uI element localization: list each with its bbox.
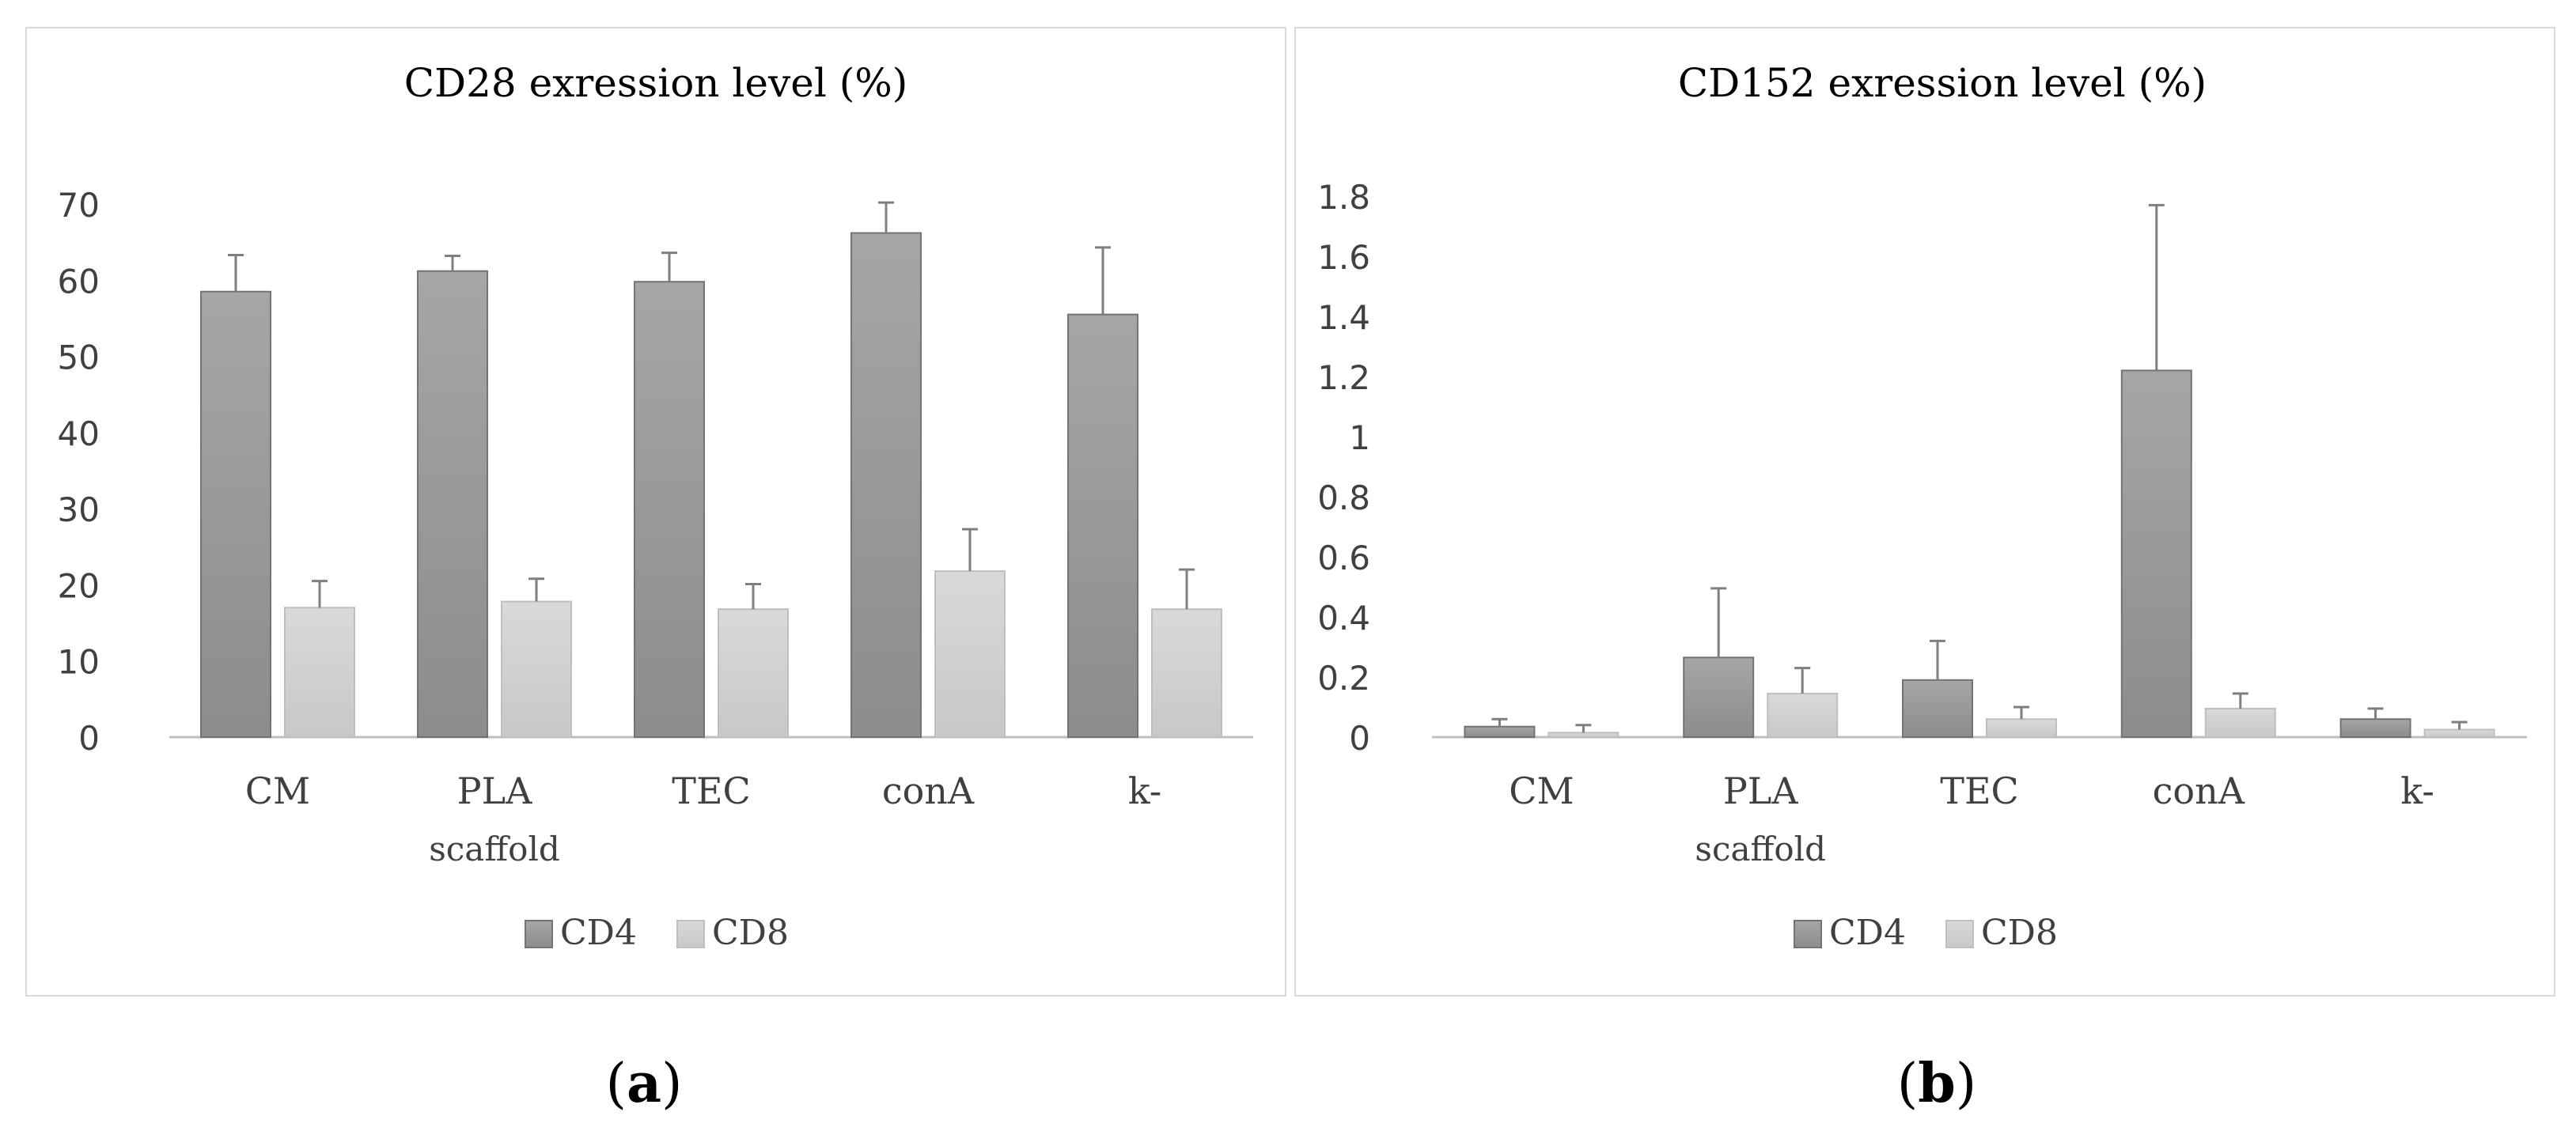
y-tick-label: 1.2 <box>1317 358 1370 397</box>
y-tick-label: 50 <box>58 339 100 377</box>
caption-letter: a <box>626 1052 662 1115</box>
y-tick-label: 1.8 <box>1317 178 1370 217</box>
category-label: k- <box>2400 770 2434 812</box>
category-label: conA <box>882 770 975 812</box>
legend-label-cd4: CD4 <box>1829 913 1906 953</box>
bar-cd4-2 <box>1902 679 1973 738</box>
chart-title: CD152 exression level (%) <box>1678 60 2207 106</box>
bar-cd8-1 <box>501 600 572 739</box>
panel-caption-a: (a) <box>565 1052 723 1115</box>
y-tick-label: 0.8 <box>1317 478 1370 517</box>
legend-swatch-cd4 <box>1794 920 1822 948</box>
legend-swatch-cd4 <box>525 920 553 948</box>
bar-cd4-3 <box>2120 369 2192 738</box>
chart-panel-a: CD28 exression level (%) 0 10 20 30 40 50 60 70 C… <box>25 27 1286 997</box>
category-label: TEC <box>672 770 750 812</box>
bar-cd4-1 <box>1683 656 1755 738</box>
caption-close-paren: ) <box>661 1053 683 1115</box>
caption-open-paren: ( <box>1896 1053 1919 1115</box>
category-label: conA <box>2153 770 2245 812</box>
y-tick-label: 0.2 <box>1317 659 1370 698</box>
y-tick-label: 1.6 <box>1317 238 1370 277</box>
bar-cd4-1 <box>417 270 488 738</box>
legend-label-cd4: CD4 <box>560 913 637 953</box>
caption-close-paren: ) <box>1955 1053 1977 1115</box>
legend-label-cd8: CD8 <box>712 913 789 953</box>
caption-open-paren: ( <box>605 1053 627 1115</box>
category-label: PLA <box>1723 770 1798 812</box>
bar-cd8-4 <box>2423 728 2495 738</box>
y-tick-label: 1 <box>1349 418 1370 457</box>
cd28-chart: CD28 exression level (%) 0 10 20 30 40 50 60 70 C… <box>58 60 1253 953</box>
y-tick-label: 20 <box>58 566 100 605</box>
y-tick-label: 0 <box>1349 719 1370 758</box>
category-label: scaffold <box>1695 830 1826 868</box>
bar-cd4-3 <box>850 232 922 738</box>
category-label: CM <box>1509 770 1574 812</box>
bar-cd4-4 <box>1067 313 1138 739</box>
bar-cd8-2 <box>718 608 789 738</box>
bar-cd8-3 <box>934 570 1006 739</box>
bar-cd8-4 <box>1151 608 1222 738</box>
bar-cd8-3 <box>2204 707 2276 739</box>
y-tick-label: 10 <box>58 643 100 682</box>
category-label: k- <box>1128 770 1162 812</box>
category-label: scaffold <box>429 830 560 868</box>
bar-cd4-0 <box>200 290 271 738</box>
y-tick-label: 60 <box>58 262 100 301</box>
y-tick-label: 0.4 <box>1317 599 1370 637</box>
bar-cd4-4 <box>2339 718 2411 739</box>
panel-caption-b: (b) <box>1858 1052 2016 1115</box>
y-tick-label: 70 <box>58 186 100 225</box>
y-tick-label: 0 <box>78 719 100 758</box>
bar-cd8-0 <box>1547 732 1619 738</box>
y-tick-label: 30 <box>58 490 100 529</box>
chart-panel-b: CD152 exression level (%) 0 0.2 0.4 0.6 0.8 1 1… <box>1294 27 2555 997</box>
category-label: PLA <box>457 770 532 812</box>
legend-swatch-cd8 <box>676 920 705 948</box>
y-tick-label: 0.6 <box>1317 539 1370 577</box>
y-tick-label: 40 <box>58 414 100 453</box>
bar-cd8-0 <box>284 607 355 738</box>
category-label: TEC <box>1940 770 2018 812</box>
legend-swatch-cd8 <box>1945 920 1974 948</box>
bar-cd8-2 <box>1986 718 2057 739</box>
bar-cd4-2 <box>634 281 705 738</box>
chart-title: CD28 exression level (%) <box>404 60 907 106</box>
caption-letter: b <box>1918 1052 1956 1115</box>
bar-cd8-1 <box>1767 692 1839 739</box>
category-label: CM <box>245 770 310 812</box>
legend-label-cd8: CD8 <box>1981 913 2058 953</box>
cd152-chart: CD152 exression level (%) 0 0.2 0.4 0.6 0.8 1 1… <box>1317 60 2527 953</box>
bar-cd4-0 <box>1464 725 1536 739</box>
y-tick-label: 1.4 <box>1317 298 1370 337</box>
